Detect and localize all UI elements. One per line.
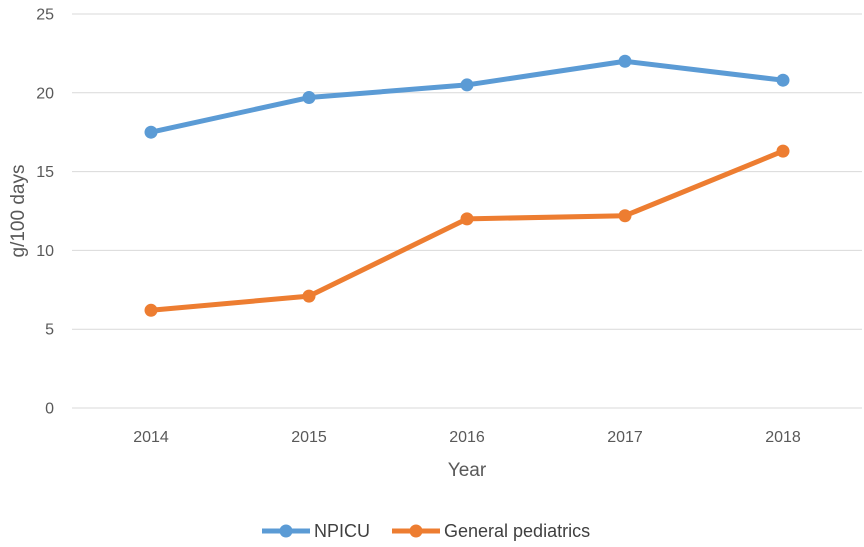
y-tick-label: 20 [36,85,54,102]
data-point [302,289,316,303]
x-tick-label: 2017 [607,429,643,446]
legend-label: General pediatrics [444,521,590,541]
series-npicu [144,54,790,139]
y-tick-label: 10 [36,243,54,260]
data-point [618,54,632,68]
y-axis-ticks: 0 5 10 15 20 25 [36,7,54,418]
x-tick-label: 2018 [765,429,801,446]
data-point [302,91,316,105]
series-line [148,148,786,313]
series-line [148,58,786,135]
data-point [460,212,474,226]
data-point [144,125,158,139]
legend-item: General pediatrics [392,521,590,541]
y-tick-label: 5 [45,322,54,339]
y-axis-title: g/100 days [8,165,29,258]
gridlines [72,13,862,409]
y-tick-label: 0 [45,401,54,418]
series-general-pediatrics [144,144,790,317]
data-point [618,209,632,223]
x-tick-label: 2014 [133,429,169,446]
series-lines [144,54,790,317]
legend-swatch-marker [409,524,423,538]
data-point [144,303,158,317]
data-point [460,78,474,92]
x-axis-title: Year [448,460,487,481]
data-point [776,73,790,87]
legend-item: NPICU [262,521,370,541]
legend: NPICU General pediatrics [262,521,590,541]
x-axis-ticks: 2014 2015 2016 2017 2018 [133,429,801,446]
data-point [776,144,790,158]
legend-swatch-marker [279,524,293,538]
y-tick-label: 25 [36,7,54,24]
y-tick-label: 15 [36,164,54,181]
x-tick-label: 2016 [449,429,485,446]
x-tick-label: 2015 [291,429,327,446]
legend-label: NPICU [314,521,370,541]
